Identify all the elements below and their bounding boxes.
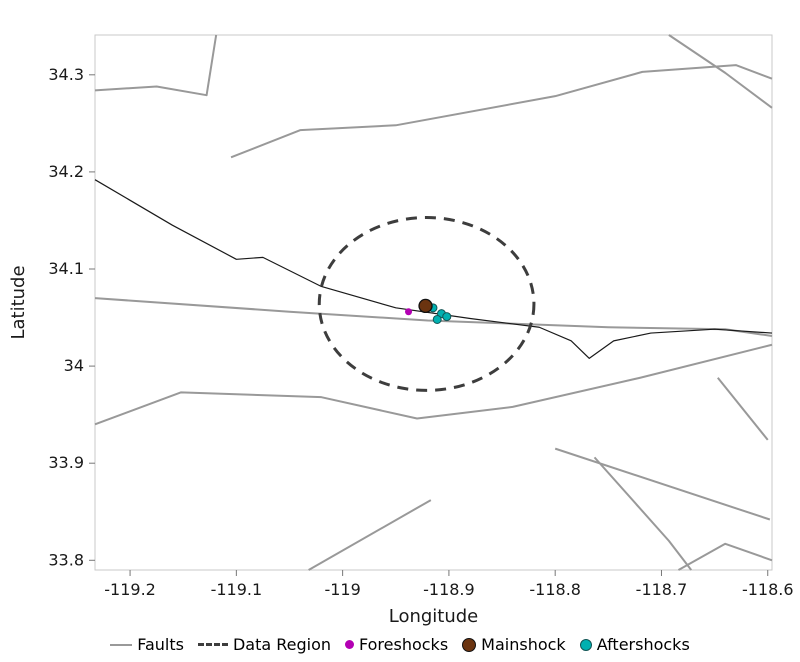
- foreshock-point: [405, 308, 413, 316]
- y-tick-label: 34.3: [48, 65, 84, 84]
- x-tick-label: -118.7: [636, 580, 688, 599]
- data-region-swatch-icon: [197, 643, 228, 646]
- legend-item-foreshocks: Foreshocks: [345, 635, 448, 654]
- legend-item-aftershocks: Aftershocks: [579, 635, 690, 654]
- aftershock-dot-icon: [579, 638, 592, 651]
- legend-label-data-region: Data Region: [232, 635, 331, 654]
- x-tick-label: -119: [324, 580, 360, 599]
- mainshock-point: [418, 298, 433, 314]
- y-tick-label: 33.8: [48, 550, 84, 569]
- x-tick-label: -119.1: [211, 580, 263, 599]
- legend-item-data-region: Data Region: [197, 635, 331, 654]
- y-tick-label: 33.9: [48, 453, 84, 472]
- coastline-line: [94, 179, 773, 359]
- legend-label-aftershocks: Aftershocks: [596, 635, 690, 654]
- y-tick-label: 34: [64, 356, 84, 375]
- data-region-circle: [317, 216, 536, 392]
- fault-line-swatch-icon: [110, 643, 133, 646]
- legend-label-mainshock: Mainshock: [481, 635, 566, 654]
- legend-item-faults: Faults: [110, 635, 184, 654]
- fault-line: [677, 542, 773, 571]
- x-tick-label: -118.8: [529, 580, 581, 599]
- y-tick-label: 34.2: [48, 162, 84, 181]
- map-chart: -119.2 -119.1 -119 -118.9 -118.8 -118.7 -118.6…: [8, 34, 794, 627]
- y-axis-label: Latitude: [8, 265, 29, 339]
- plot-frame: [94, 34, 773, 571]
- fault-line: [554, 447, 771, 521]
- x-tick-label: -118.9: [423, 580, 475, 599]
- aftershock-point: [432, 314, 442, 324]
- fault-line: [94, 34, 218, 97]
- legend-label-faults: Faults: [137, 635, 184, 654]
- fault-line: [308, 499, 432, 571]
- y-tick-label: 34.1: [48, 259, 84, 278]
- foreshock-dot-icon: [345, 640, 354, 649]
- x-axis-label: Longitude: [389, 606, 479, 627]
- legend-item-mainshock: Mainshock: [462, 635, 566, 654]
- fault-line: [668, 34, 773, 109]
- fault-line: [230, 64, 773, 159]
- fault-line: [717, 377, 769, 441]
- x-tick-label: -118.6: [742, 580, 794, 599]
- aftershock-point: [442, 312, 452, 322]
- x-tick-label: -119.2: [104, 580, 156, 599]
- fault-line: [593, 456, 693, 571]
- legend-label-foreshocks: Foreshocks: [359, 635, 449, 654]
- fault-line: [94, 343, 773, 426]
- mainshock-dot-icon: [462, 637, 477, 652]
- legend: Faults Data Region Foreshocks Mainshock …: [0, 635, 800, 654]
